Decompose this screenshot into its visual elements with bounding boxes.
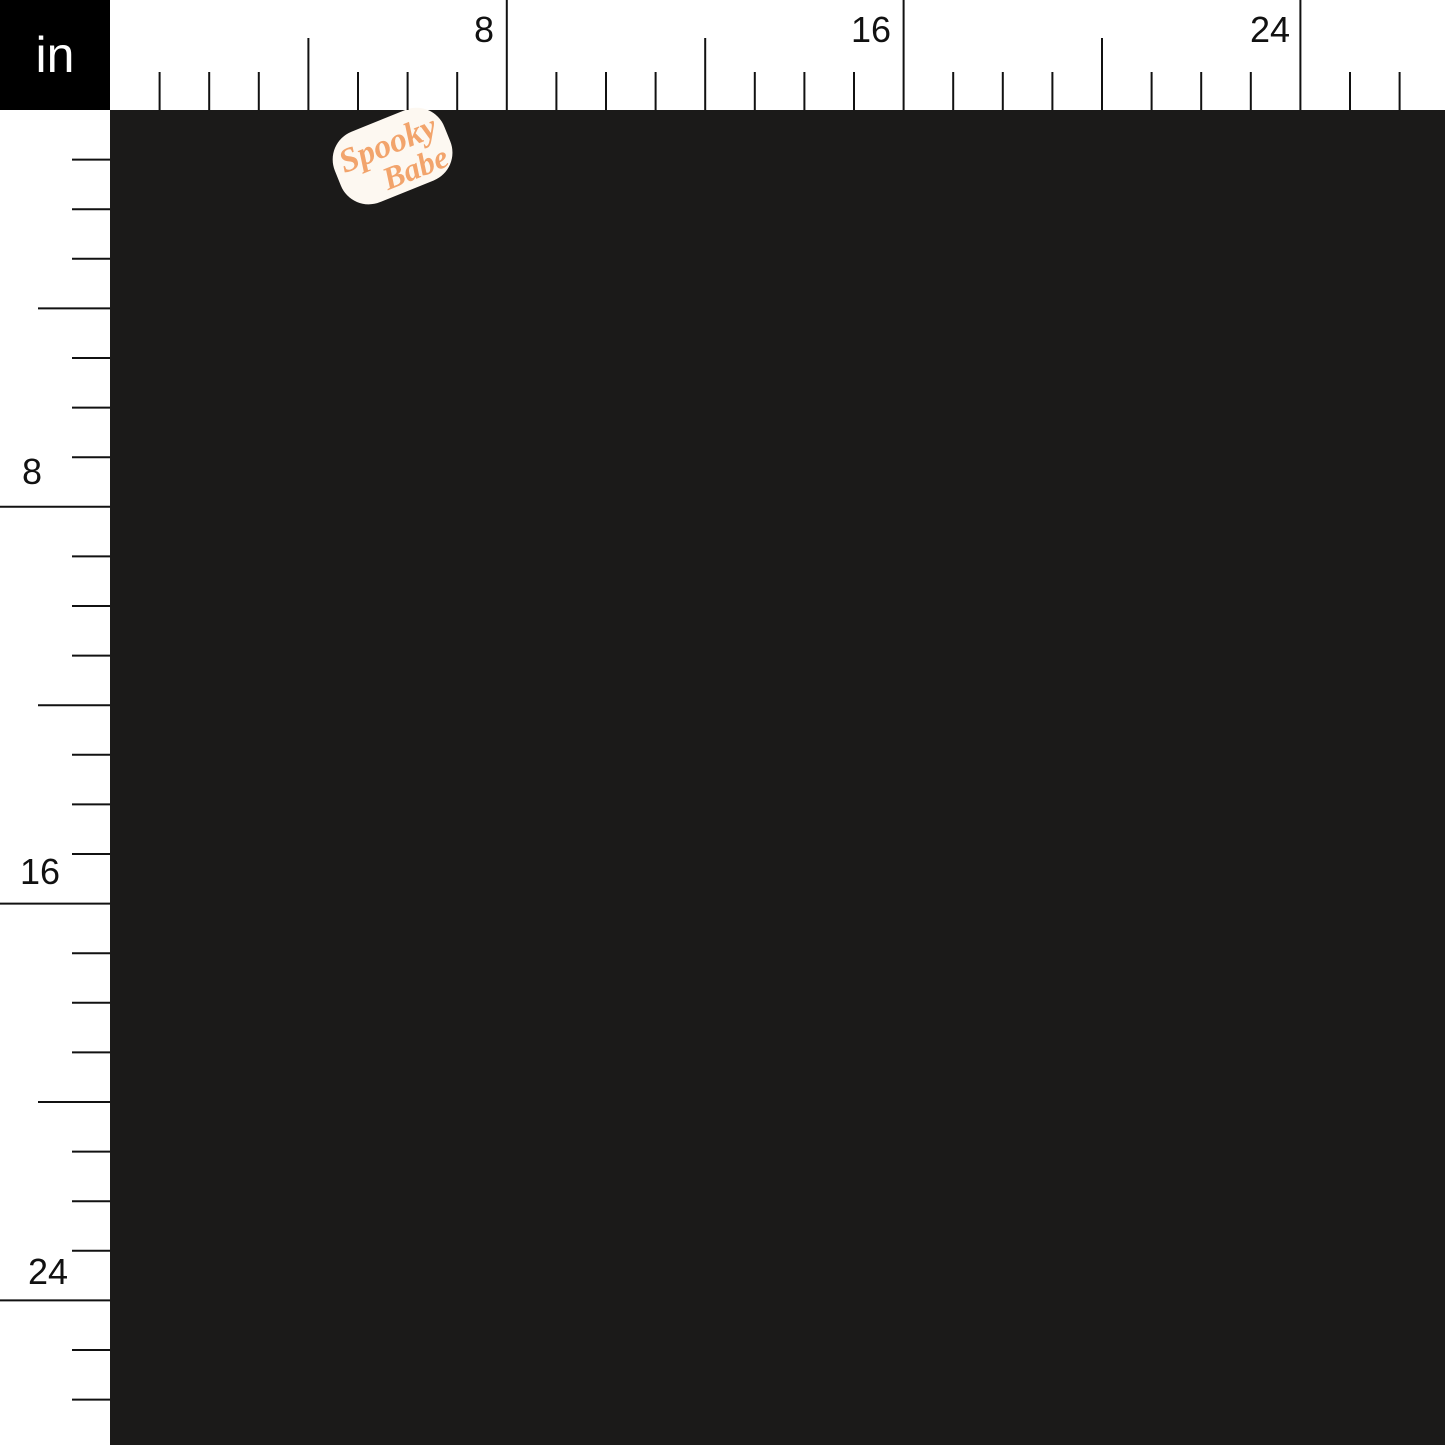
top-ruler [158, 0, 1401, 110]
top-ruler-label-8: 8 [474, 9, 494, 50]
fabric-swatch [110, 110, 1445, 1445]
top-ruler-label-16: 16 [851, 9, 891, 50]
left-ruler-label-24: 24 [28, 1251, 68, 1292]
unit-label: in [0, 0, 110, 110]
left-ruler [0, 158, 110, 1401]
left-ruler-label-8: 8 [22, 451, 42, 492]
top-ruler-label-24: 24 [1250, 9, 1290, 50]
spooky-babe-motif: Spooky Babe [332, 107, 453, 205]
left-ruler-label-16: 16 [20, 851, 60, 892]
